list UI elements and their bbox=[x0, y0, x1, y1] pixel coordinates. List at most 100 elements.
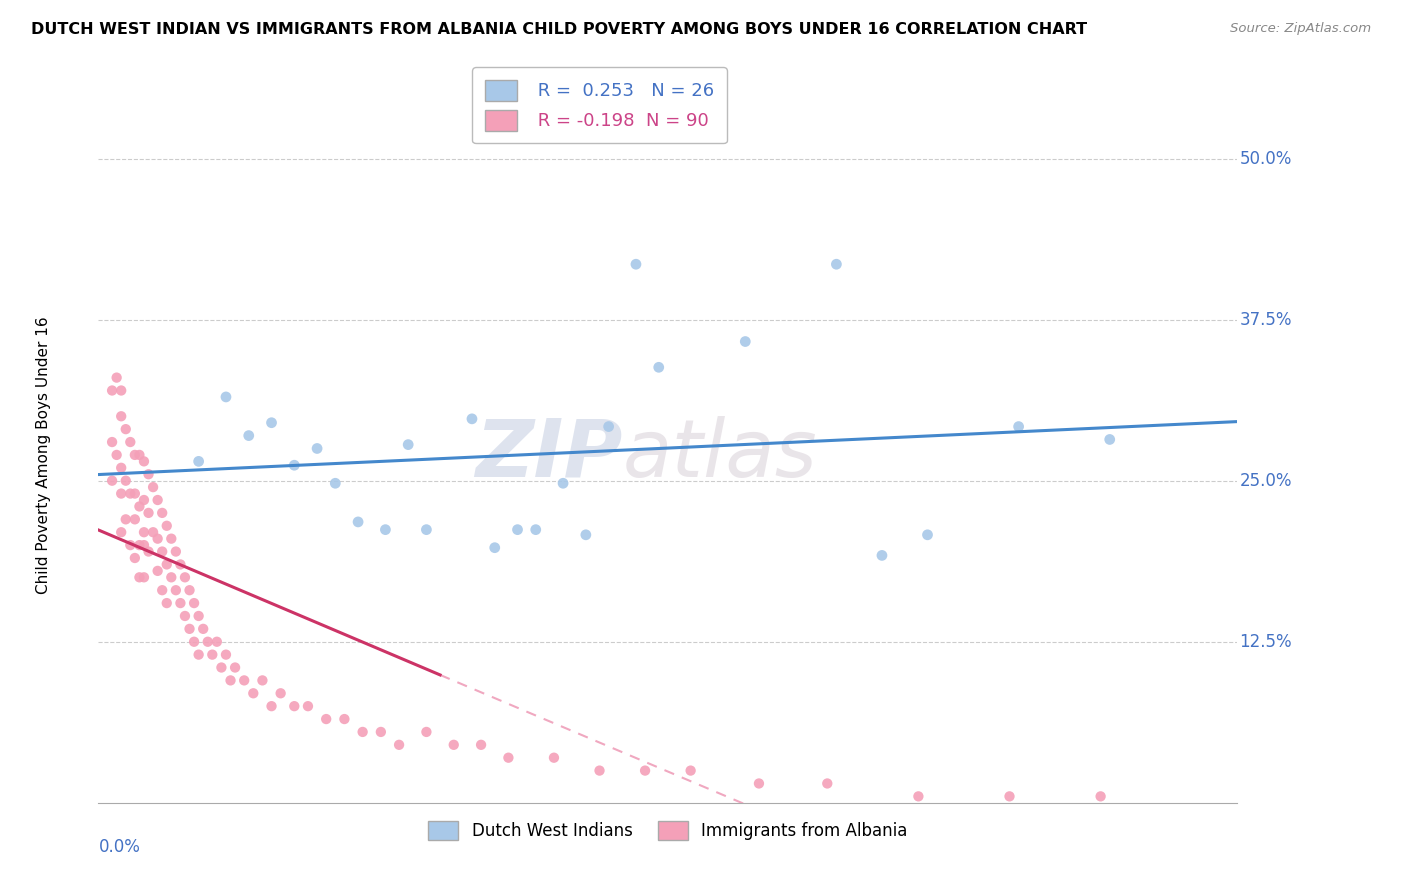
Point bbox=[138, 544, 160, 558]
Text: DUTCH WEST INDIAN VS IMMIGRANTS FROM ALBANIA CHILD POVERTY AMONG BOYS UNDER 16 C: DUTCH WEST INDIAN VS IMMIGRANTS FROM ALB… bbox=[31, 22, 1087, 37]
Point bbox=[233, 673, 256, 688]
Point bbox=[169, 596, 191, 610]
Point bbox=[114, 512, 136, 526]
Point bbox=[209, 660, 232, 674]
Point bbox=[215, 648, 238, 662]
Point bbox=[219, 673, 242, 688]
Point bbox=[748, 776, 770, 790]
Text: atlas: atlas bbox=[623, 416, 817, 494]
Point bbox=[156, 596, 179, 610]
Point bbox=[110, 460, 132, 475]
Point bbox=[415, 523, 437, 537]
Point bbox=[101, 474, 124, 488]
Point bbox=[160, 532, 183, 546]
Point bbox=[238, 428, 260, 442]
Point bbox=[105, 370, 128, 384]
Point bbox=[370, 725, 392, 739]
Point bbox=[415, 725, 437, 739]
Text: 50.0%: 50.0% bbox=[1240, 150, 1292, 168]
Text: 12.5%: 12.5% bbox=[1240, 632, 1292, 651]
Point bbox=[183, 634, 205, 648]
Point bbox=[128, 500, 150, 514]
Point bbox=[224, 660, 246, 674]
Point bbox=[283, 699, 305, 714]
Point bbox=[146, 493, 169, 508]
Point bbox=[120, 538, 142, 552]
Point bbox=[396, 437, 419, 451]
Point bbox=[470, 738, 492, 752]
Point bbox=[165, 544, 187, 558]
Point bbox=[201, 648, 224, 662]
Point bbox=[160, 570, 183, 584]
Point bbox=[998, 789, 1021, 804]
Point bbox=[648, 360, 671, 375]
Point bbox=[138, 467, 160, 482]
Point bbox=[315, 712, 337, 726]
Point bbox=[124, 512, 146, 526]
Point bbox=[132, 570, 155, 584]
Point bbox=[634, 764, 657, 778]
Point bbox=[132, 538, 155, 552]
Text: 0.0%: 0.0% bbox=[98, 838, 141, 855]
Point bbox=[146, 564, 169, 578]
Point bbox=[150, 544, 173, 558]
Point bbox=[183, 596, 205, 610]
Point bbox=[132, 525, 155, 540]
Point bbox=[870, 549, 893, 563]
Point bbox=[506, 523, 529, 537]
Point bbox=[825, 257, 848, 271]
Point bbox=[917, 528, 939, 542]
Point bbox=[205, 634, 228, 648]
Point bbox=[347, 515, 370, 529]
Point bbox=[242, 686, 264, 700]
Point bbox=[283, 458, 305, 473]
Point bbox=[374, 523, 396, 537]
Point bbox=[187, 648, 209, 662]
Point bbox=[307, 442, 329, 456]
Point bbox=[128, 538, 150, 552]
Point bbox=[498, 750, 520, 764]
Legend: Dutch West Indians, Immigrants from Albania: Dutch West Indians, Immigrants from Alba… bbox=[422, 814, 914, 847]
Point bbox=[101, 435, 124, 450]
Point bbox=[165, 583, 187, 598]
Point bbox=[260, 416, 283, 430]
Point bbox=[588, 764, 610, 778]
Point bbox=[352, 725, 374, 739]
Point bbox=[270, 686, 292, 700]
Point bbox=[124, 486, 146, 500]
Text: 37.5%: 37.5% bbox=[1240, 310, 1292, 328]
Point bbox=[110, 384, 132, 398]
Point bbox=[105, 448, 128, 462]
Text: ZIP: ZIP bbox=[475, 416, 623, 494]
Point bbox=[187, 454, 209, 468]
Point bbox=[679, 764, 702, 778]
Point bbox=[128, 448, 150, 462]
Point bbox=[551, 476, 574, 491]
Point bbox=[179, 622, 201, 636]
Point bbox=[138, 506, 160, 520]
Point bbox=[1098, 433, 1121, 447]
Point bbox=[388, 738, 411, 752]
Point bbox=[169, 558, 191, 572]
Point bbox=[461, 412, 484, 426]
Point bbox=[260, 699, 283, 714]
Point bbox=[156, 518, 179, 533]
Point bbox=[443, 738, 465, 752]
Point bbox=[110, 525, 132, 540]
Text: 25.0%: 25.0% bbox=[1240, 472, 1292, 490]
Point bbox=[1007, 419, 1029, 434]
Point bbox=[128, 570, 150, 584]
Point bbox=[120, 486, 142, 500]
Point bbox=[907, 789, 929, 804]
Point bbox=[132, 493, 155, 508]
Point bbox=[174, 570, 197, 584]
Point bbox=[575, 528, 598, 542]
Point bbox=[543, 750, 565, 764]
Point bbox=[114, 474, 136, 488]
Point bbox=[132, 454, 155, 468]
Point bbox=[146, 532, 169, 546]
Point bbox=[297, 699, 319, 714]
Point bbox=[524, 523, 547, 537]
Point bbox=[179, 583, 201, 598]
Point bbox=[142, 480, 165, 494]
